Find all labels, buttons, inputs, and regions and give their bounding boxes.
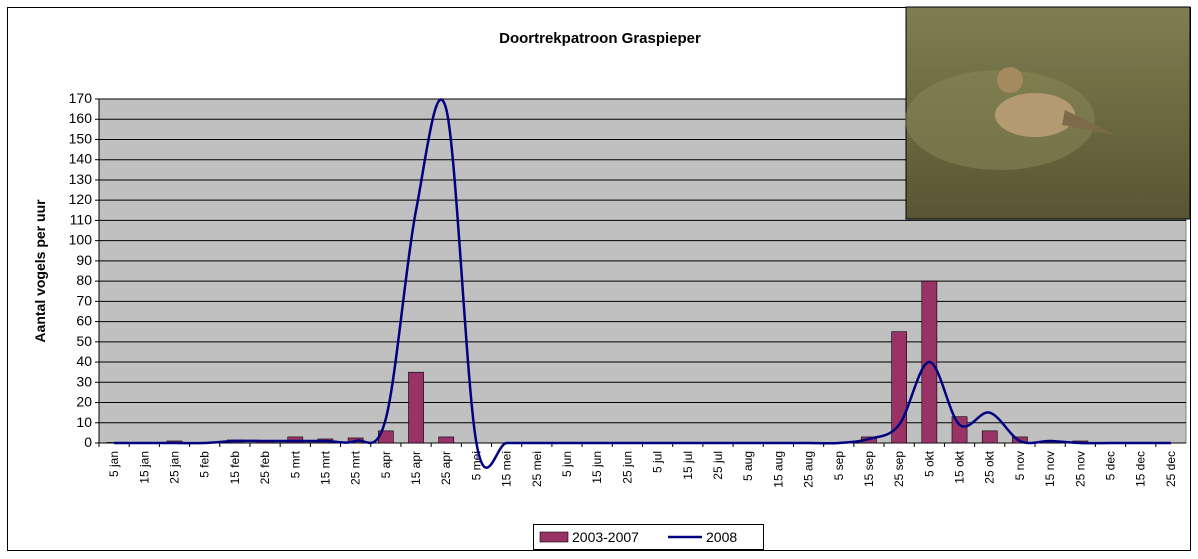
x-tick-label: 25 okt [983,450,997,483]
chart-title: Doortrekpatroon Graspieper [499,30,701,47]
x-tick-label: 15 dec [1134,451,1148,487]
y-tick-label: 90 [76,252,92,268]
x-tick-label: 25 jan [167,451,181,484]
line [114,98,1171,469]
bar [951,416,968,444]
x-tick-label: 25 mrt [349,450,363,485]
x-tick-label: 25 aug [802,451,816,488]
photo [905,6,1191,220]
y-tick-label: 110 [70,211,93,227]
legend-box [533,524,764,550]
x-tick-label: 15 jan [137,451,151,484]
y-tick-label: 30 [76,373,92,389]
x-tick-label: 15 mei [500,451,514,487]
x-tick-label: 5 jun [560,451,574,477]
legend-label: 2003-2007 [572,529,639,545]
x-tick-label: 15 jun [590,451,604,484]
x-tick-label: 25 jul [711,451,725,480]
y-tick-label: 60 [76,313,92,329]
y-tick-label: 100 [69,232,93,248]
bar [438,436,455,444]
x-tick-label: 25 dec [1164,451,1178,487]
y-tick-label: 70 [76,292,92,308]
legend-swatch [539,531,569,543]
x-tick-label: 5 apr [379,451,393,478]
x-tick-label: 5 feb [198,451,212,478]
y-tick-label: 140 [69,151,93,167]
x-tick-label: 15 aug [771,451,785,488]
bird-head [997,67,1023,93]
x-tick-label: 15 okt [953,450,967,483]
x-tick-label: 5 okt [922,450,936,477]
x-tick-label: 15 jul [681,451,695,480]
y-tick-label: 170 [69,90,93,106]
bar [981,430,998,444]
y-tick-label: 0 [84,434,92,450]
x-tick-label: 25 feb [258,451,272,485]
x-tick-label: 25 sep [892,451,906,487]
y-tick-label: 150 [69,130,93,146]
x-tick-label: 25 jun [620,451,634,484]
y-tick-label: 50 [76,333,92,349]
x-tick-label: 15 mrt [318,450,332,485]
legend-label: 2008 [706,529,737,545]
x-tick-label: 5 jan [107,451,121,477]
y-tick-label: 160 [69,110,93,126]
x-tick-label: 15 feb [228,451,242,485]
y-tick-label: 130 [69,171,93,187]
y-axis-label: Aantal vogels per uur [32,199,48,343]
x-tick-label: 5 mrt [288,450,302,478]
x-tick-label: 25 mei [530,451,544,487]
bar [408,371,424,444]
x-tick-label: 5 jul [651,451,665,473]
bird-body [995,93,1075,137]
y-tick-label: 80 [76,272,92,288]
x-tick-label: 5 mei [469,451,483,480]
x-tick-label: 5 nov [1013,451,1027,480]
y-tick-label: 40 [76,353,92,369]
y-tick-label: 10 [76,414,92,430]
x-tick-label: 25 apr [439,451,453,485]
x-tick-label: 5 sep [832,451,846,481]
bird-tail [1062,110,1115,135]
x-tick-label: 15 sep [862,451,876,487]
x-tick-label: 5 dec [1104,451,1118,480]
x-tick-label: 5 aug [741,451,755,481]
x-tick-label: 25 nov [1073,451,1087,487]
y-tick-label: 20 [76,394,92,410]
x-tick-label: 15 nov [1043,451,1057,487]
x-tick-label: 15 apr [409,451,423,485]
y-tick-label: 120 [69,191,93,207]
